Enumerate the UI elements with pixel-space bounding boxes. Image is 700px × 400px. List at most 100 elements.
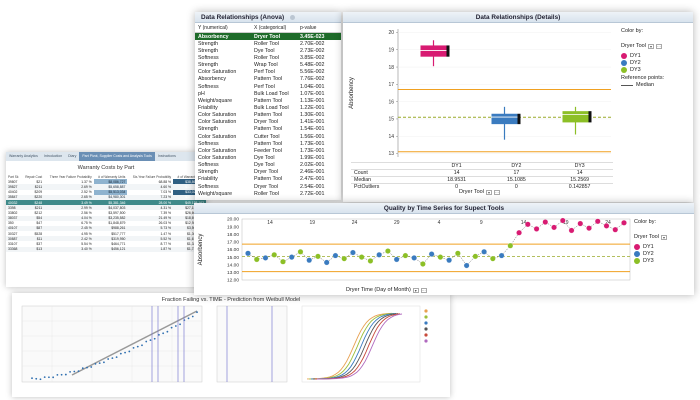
anova-row[interactable]: Absorbency Pattern Tool 7.76E-002: [195, 76, 341, 83]
data-point-dy3: [341, 255, 348, 262]
color-by-dropdown[interactable]: Dryer Tool ▾ ⋯: [621, 43, 662, 49]
data-point-dy1: [621, 219, 627, 226]
x-tick-label: 9: [480, 220, 483, 226]
table-cell: 39807: [8, 179, 18, 184]
warranty-header-cell[interactable]: Six-Year Failure Probability: [132, 174, 172, 179]
legend-item-dy3[interactable]: DY3: [621, 67, 691, 73]
anova-row[interactable]: Softness Dryer Tool 2.54E-001: [195, 183, 341, 190]
quality-xaxis-dropdown[interactable]: Dryer Time (Day of Month) ▾ ⋯: [346, 287, 427, 293]
legend-item-dy2[interactable]: DY2: [621, 60, 691, 66]
anova-row[interactable]: Strength Wrap Tool 5.48E-002: [195, 62, 341, 69]
warranty-header-cell[interactable]: Three Year Failure Probability: [49, 174, 92, 179]
warranty-header-cell[interactable]: Repair Cost: [25, 174, 43, 179]
stats-row-label: Count: [351, 169, 427, 177]
table-cell: 30887: [6, 236, 22, 242]
chevron-down-icon[interactable]: ▾: [485, 189, 492, 195]
anova-row[interactable]: Strength Roller Tool 2.70E-002: [195, 40, 341, 47]
warranty-tab[interactable]: Instructions: [157, 154, 176, 158]
weibull-vertical-lines: [151, 306, 185, 382]
warranty-tab[interactable]: Diary: [68, 154, 77, 158]
data-point-dy3: [280, 258, 286, 265]
warranty-tab[interactable]: Introduction: [43, 154, 63, 158]
anova-row[interactable]: Softness Perf Tool 1.04E-001: [195, 83, 341, 90]
anova-row[interactable]: Strength Dryer Tool 2.46E-001: [195, 169, 341, 176]
data-point-dy3: [437, 254, 444, 260]
anova-header-x[interactable]: X (categorical): [254, 25, 287, 31]
table-cell: 40402: [8, 190, 18, 195]
table-cell: 8.77 %: [160, 242, 172, 247]
y-tick-label: 15: [388, 117, 394, 123]
anova-row[interactable]: Color Saturation Feeder Tool 1.73E-001: [195, 147, 341, 154]
warranty-header-cell[interactable]: # of Warranty Units: [98, 174, 126, 179]
quality-legend-dy1[interactable]: DY1: [634, 244, 692, 250]
data-point-dy1: [568, 227, 575, 234]
legend-item-dy1[interactable]: DY1: [621, 53, 691, 59]
anova-row[interactable]: Color Saturation Dryer Tool 1.41E-001: [195, 119, 341, 126]
more-icon[interactable]: ⋯: [420, 287, 427, 293]
anova-row[interactable]: Color Saturation Perf Tool 5.56E-002: [195, 69, 341, 76]
anova-row[interactable]: Softness Pattern Tool 1.73E-001: [195, 140, 341, 147]
anova-row[interactable]: Color Saturation Dye Tool 1.99E-001: [195, 154, 341, 161]
data-point-dy2: [245, 250, 251, 257]
anova-row[interactable]: Friability Bulk Load Tool 1.22E-001: [195, 104, 341, 111]
warranty-costs-panel: Warranty Analytics Introduction Diary Part …: [6, 152, 206, 287]
anova-row[interactable]: Friability Pattern Tool 2.47E-001: [195, 176, 341, 183]
anova-row[interactable]: Absorbency Dryer Tool 3.45E-023: [195, 33, 341, 41]
anova-row[interactable]: pH Bulk Load Tool 1.07E-001: [195, 90, 341, 97]
anova-row[interactable]: Strength Dye Tool 2.73E-002: [195, 47, 341, 54]
warranty-tab[interactable]: Part Pivot, Supplier Costs and Analysis …: [79, 152, 155, 161]
anova-row[interactable]: Color Saturation Cutter Tool 1.56E-001: [195, 133, 341, 140]
table-cell: 7.23 %: [127, 194, 174, 200]
weibull-point: [69, 370, 71, 373]
dy1-dot-icon: [621, 53, 627, 59]
anova-cell: 1.73E-001: [300, 147, 325, 154]
table-cell: $211: [21, 205, 45, 211]
y-tick-label: 15.00: [227, 255, 239, 261]
anova-row[interactable]: Softness Roller Tool 3.85E-002: [195, 54, 341, 61]
warranty-header-cell[interactable]: # of Warranty Cost: [177, 174, 204, 179]
y-tick-label: 17.00: [227, 240, 239, 246]
chevron-down-icon[interactable]: ▾: [412, 287, 419, 293]
table-row[interactable]: 40402 $209 2.52 %$5,513,034 7.03 %$33,022,4…: [6, 189, 206, 195]
quality-color-by-dropdown[interactable]: Dryer Tool ▾: [634, 234, 667, 240]
weibull-point: [111, 357, 114, 360]
quality-legend-dy3[interactable]: DY3: [634, 258, 692, 264]
chevron-down-icon[interactable]: ▾: [660, 234, 667, 240]
weibull-plot-area: [21, 305, 203, 383]
legend-dy1-label: DY1: [630, 53, 641, 59]
anova-row[interactable]: Color Saturation Pattern Tool 1.30E-001: [195, 112, 341, 119]
y-tick-label: 20.00: [227, 217, 239, 223]
data-point-dy2: [498, 252, 505, 259]
table-row[interactable]: 39807 $21 1.37 %$8,086,727 68.88 %$38,868,0…: [6, 179, 206, 185]
anova-header-pvalue[interactable]: p-value: [300, 25, 317, 31]
details-xaxis-dropdown[interactable]: Dryer Tool ▾ ⋯: [459, 189, 500, 195]
chevron-down-icon[interactable]: ▾: [647, 43, 654, 49]
close-icon[interactable]: [290, 14, 296, 20]
anova-row[interactable]: Weight/square Pattern Tool 1.13E-001: [195, 97, 341, 104]
reference-points-label: Reference points:: [621, 75, 665, 81]
data-point-dy2: [262, 255, 269, 261]
more-icon[interactable]: ⋯: [655, 43, 662, 49]
anova-row[interactable]: Strength Pattern Tool 1.54E-001: [195, 126, 341, 133]
more-icon[interactable]: ⋯: [493, 189, 500, 195]
table-cell: $13: [21, 246, 45, 252]
weibull-point: [179, 323, 181, 326]
warranty-tab[interactable]: Warranty Analytics: [9, 154, 38, 158]
table-cell: 33368: [6, 246, 22, 252]
y-tick-label: 16: [388, 99, 394, 105]
warranty-header-cell[interactable]: Part Sk: [8, 174, 19, 179]
table-cell: 6.75 %: [81, 221, 92, 226]
quality-legend-dy2[interactable]: DY2: [634, 251, 692, 257]
anova-cell: Color Saturation: [198, 154, 237, 161]
anova-row[interactable]: Softness Dye Tool 2.02E-001: [195, 162, 341, 169]
anova-row[interactable]: Weight/square Roller Tool 2.72E-001: [195, 190, 341, 197]
anova-cell: 2.54E-001: [300, 183, 325, 190]
anova-header-y[interactable]: Y (numerical): [198, 25, 228, 31]
weibull-point: [77, 370, 80, 372]
